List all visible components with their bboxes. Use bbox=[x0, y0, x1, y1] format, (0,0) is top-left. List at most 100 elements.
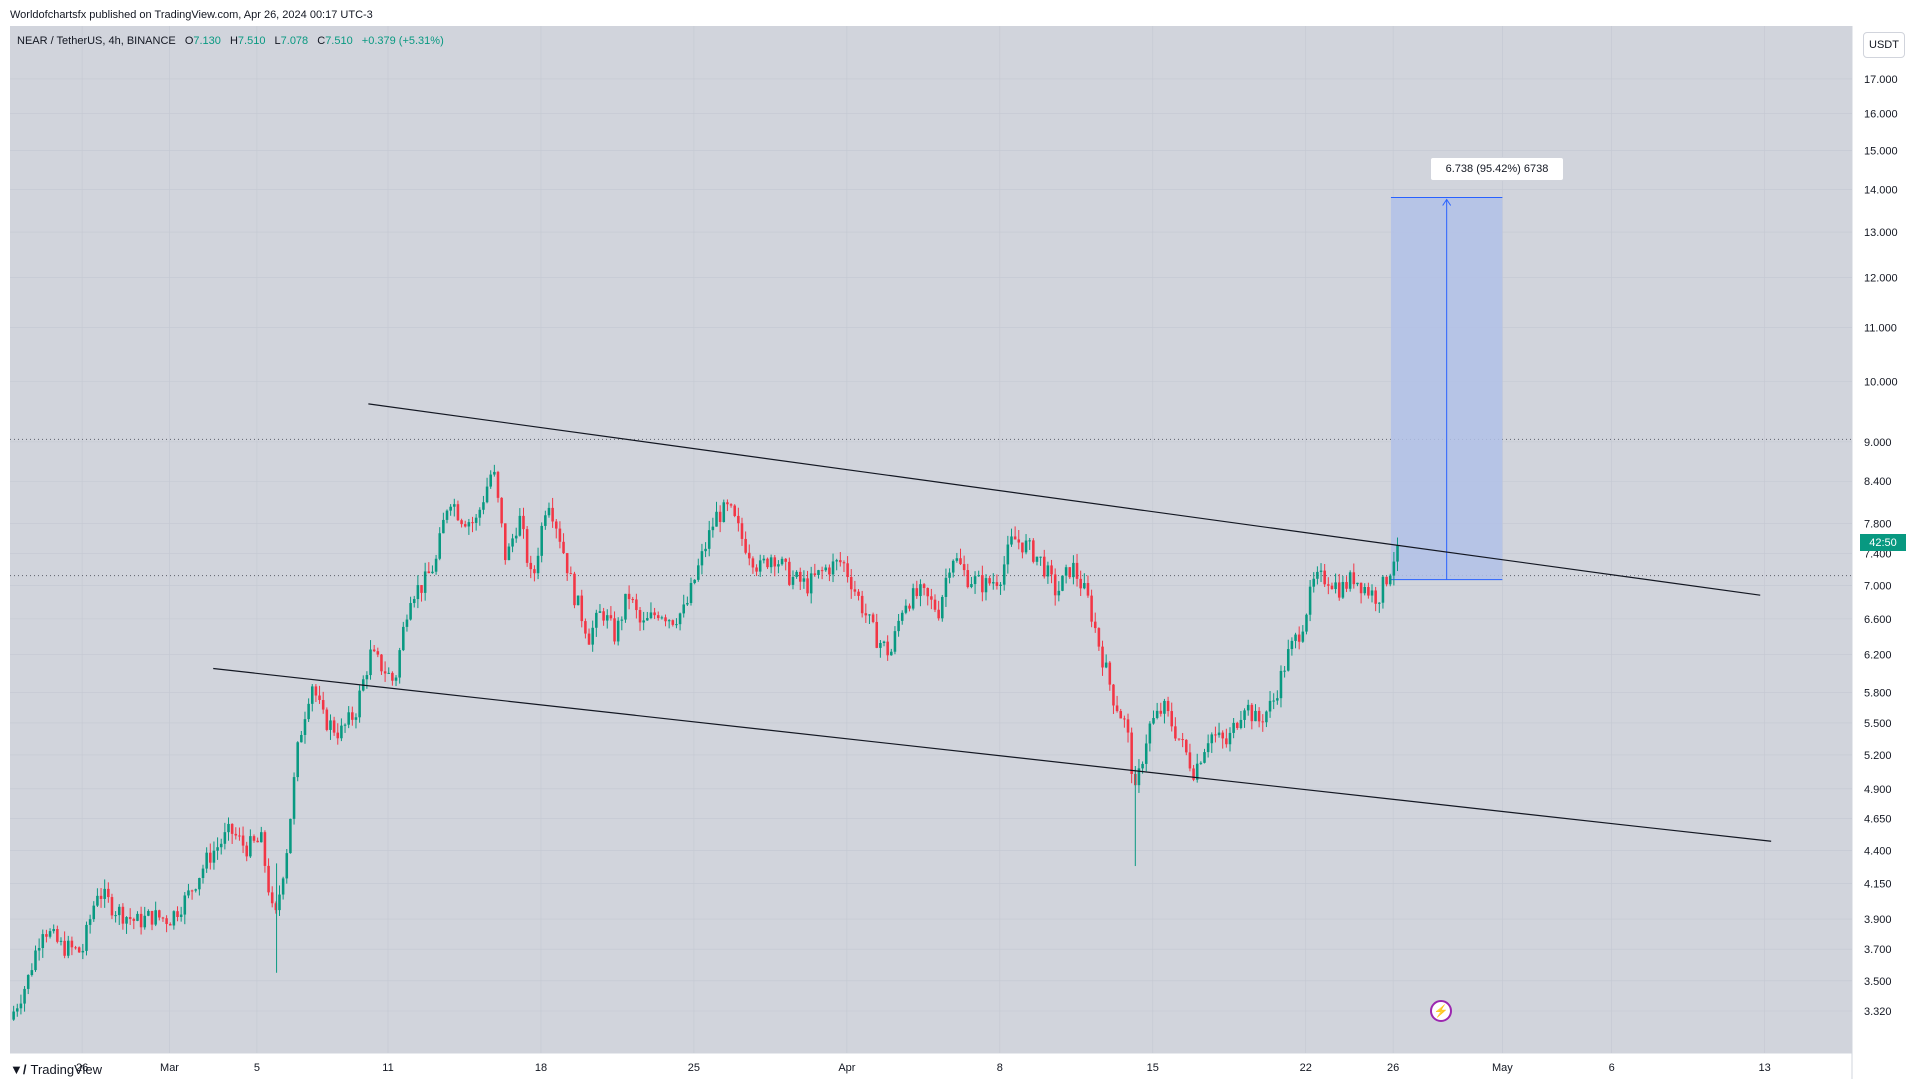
candle-body bbox=[1330, 585, 1334, 590]
candle-body bbox=[791, 576, 795, 585]
candle-body bbox=[857, 591, 860, 596]
candle-body bbox=[1359, 582, 1363, 594]
candle-body bbox=[431, 571, 434, 574]
candle-body bbox=[1002, 564, 1006, 585]
candle-body bbox=[30, 970, 34, 976]
currency-unit-button[interactable]: USDT bbox=[1863, 32, 1905, 58]
candle-body bbox=[1188, 752, 1192, 769]
candle-body bbox=[59, 940, 63, 942]
candle-body bbox=[970, 584, 973, 588]
candle-body bbox=[1279, 670, 1283, 699]
candle-body bbox=[839, 560, 842, 563]
candle-body bbox=[285, 853, 289, 879]
candle-body bbox=[748, 552, 751, 559]
candle-body bbox=[635, 599, 638, 611]
candle-body bbox=[984, 578, 988, 593]
candle-body bbox=[886, 641, 889, 656]
y-tick-label: 5.800 bbox=[1864, 688, 1892, 700]
lightning-bolt-icon[interactable]: ⚡ bbox=[1430, 1000, 1452, 1022]
y-tick-label: 12.000 bbox=[1864, 273, 1898, 285]
candle-body bbox=[1392, 561, 1396, 576]
candle-body bbox=[824, 567, 828, 571]
legend-close: 7.510 bbox=[325, 35, 353, 47]
candle-body bbox=[511, 538, 514, 547]
candle-body bbox=[176, 911, 179, 917]
tradingview-logo-icon: ▼/ bbox=[10, 1062, 27, 1077]
candle-body bbox=[1363, 586, 1367, 594]
candle-body bbox=[1159, 710, 1163, 714]
candle-body bbox=[908, 605, 911, 609]
candle-body bbox=[1294, 634, 1297, 641]
candle-body bbox=[474, 517, 478, 523]
candle-body bbox=[88, 919, 92, 925]
candle-body bbox=[1367, 586, 1370, 596]
candle-body bbox=[449, 506, 452, 511]
candle-body bbox=[66, 940, 70, 956]
candle-body bbox=[478, 509, 482, 518]
candle-body bbox=[831, 561, 835, 575]
candle-body bbox=[1115, 705, 1119, 712]
x-tick-label: 15 bbox=[1147, 1062, 1159, 1074]
measure-label: 6.738 (95.42%) 6738 bbox=[1430, 157, 1564, 181]
candle-body bbox=[616, 620, 620, 642]
candle-body bbox=[81, 950, 85, 953]
candle-body bbox=[445, 510, 449, 520]
candle-body bbox=[1352, 572, 1356, 585]
candle-body bbox=[1323, 570, 1326, 585]
candle-body bbox=[624, 593, 627, 620]
legend-high: 7.510 bbox=[237, 35, 266, 47]
candle-body bbox=[565, 553, 569, 574]
y-tick-label: 7.400 bbox=[1864, 549, 1892, 561]
countdown-price-badge: 42:50 bbox=[1860, 534, 1906, 551]
candle-body bbox=[117, 906, 121, 916]
candle-body bbox=[48, 931, 52, 937]
candle-body bbox=[1319, 570, 1323, 572]
candle-body bbox=[423, 571, 427, 593]
candle-body bbox=[1272, 700, 1275, 702]
candle-body bbox=[871, 614, 875, 622]
candle-body bbox=[92, 905, 96, 920]
candle-body bbox=[136, 913, 139, 921]
candle-body bbox=[868, 614, 871, 616]
candle-body bbox=[1006, 544, 1010, 565]
candle-body bbox=[238, 835, 241, 837]
candle-body bbox=[653, 612, 656, 616]
candle-body bbox=[252, 836, 256, 841]
candle-body bbox=[300, 734, 303, 743]
x-tick-label: Apr bbox=[838, 1062, 855, 1074]
candle-body bbox=[933, 599, 937, 610]
legend-change: +0.379 (+5.31%) bbox=[361, 35, 444, 47]
candle-body bbox=[660, 617, 664, 619]
candle-body bbox=[1039, 556, 1042, 558]
candle-body bbox=[114, 915, 117, 917]
y-tick-label: 17.000 bbox=[1864, 74, 1898, 86]
candle-body bbox=[125, 917, 128, 924]
y-tick-label: 7.800 bbox=[1864, 519, 1892, 531]
candle-body bbox=[540, 525, 543, 556]
candle-body bbox=[937, 609, 940, 619]
candle-body bbox=[1101, 646, 1104, 668]
candle-body bbox=[1268, 700, 1272, 712]
candle-body bbox=[147, 911, 150, 916]
candle-body bbox=[165, 918, 168, 925]
candle-body bbox=[1243, 710, 1246, 720]
candle-body bbox=[1141, 763, 1144, 769]
candle-body bbox=[715, 511, 718, 527]
candle-body bbox=[740, 523, 744, 539]
candle-body bbox=[1021, 542, 1024, 553]
candle-body bbox=[205, 852, 208, 869]
candle-body bbox=[1148, 723, 1152, 744]
y-tick-label: 13.000 bbox=[1864, 227, 1898, 239]
x-tick-label: 5 bbox=[254, 1062, 260, 1074]
tradingview-logo[interactable]: ▼/ TradingView bbox=[10, 1062, 102, 1077]
candle-body bbox=[1083, 583, 1086, 589]
candle-body bbox=[966, 570, 970, 588]
candle-body bbox=[842, 562, 846, 564]
candle-body bbox=[485, 486, 489, 503]
candle-body bbox=[249, 836, 252, 857]
candle-body bbox=[1024, 540, 1028, 553]
candle-body bbox=[1068, 567, 1072, 578]
candle-body bbox=[682, 604, 685, 614]
